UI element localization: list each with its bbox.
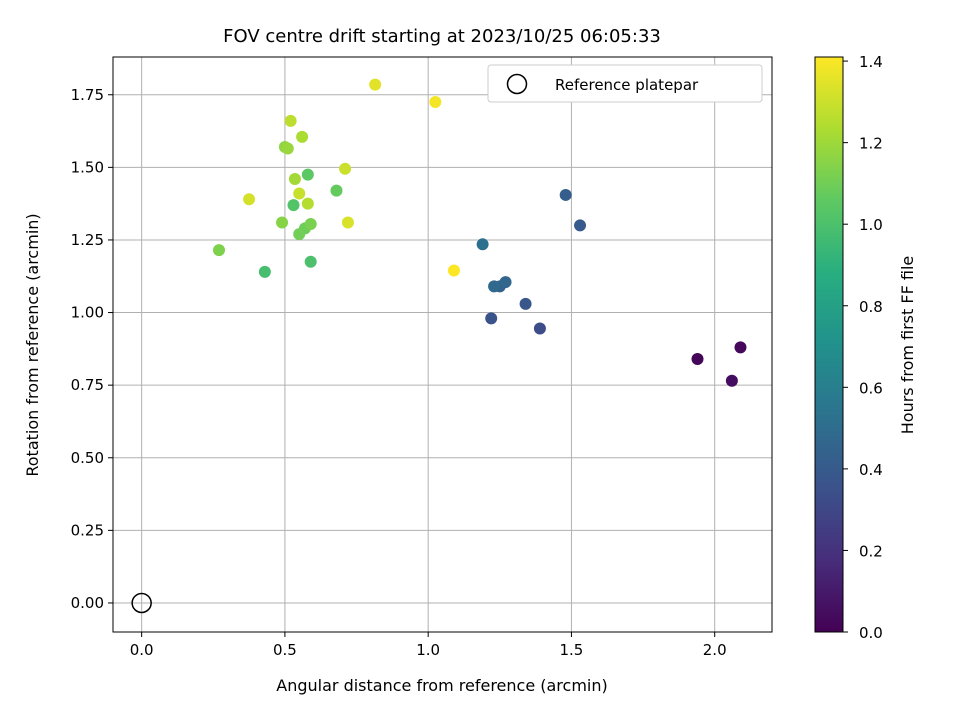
y-tick-label: 0.75 <box>71 376 104 394</box>
colorbar-tick-label: 0.2 <box>859 542 883 560</box>
x-tick-label: 1.5 <box>560 641 584 659</box>
data-point <box>293 228 306 241</box>
reference-point-marker <box>131 592 152 614</box>
x-tick-label: 0.5 <box>273 641 297 659</box>
colorbar-tick-label: 1.4 <box>859 53 883 71</box>
data-point <box>339 162 352 175</box>
colorbar-ticks: 0.0 0.2 0.4 0.6 0.8 1.0 1.2 1.4 <box>843 53 883 642</box>
colorbar-tick-label: 0.4 <box>859 461 883 479</box>
colorbar-tick-label: 0.6 <box>859 379 883 397</box>
plot-frame <box>112 56 773 633</box>
y-axis-ticks: 0.00 0.25 0.50 0.75 1.00 1.25 1.50 1.75 <box>71 86 113 612</box>
legend-marker-reference <box>506 73 528 95</box>
legend: Reference platepar <box>487 64 763 103</box>
data-point <box>447 264 460 277</box>
chart-title: FOV centre drift starting at 2023/10/25 … <box>223 26 661 47</box>
colorbar-label: Hours from first FF file <box>898 256 917 435</box>
data-point <box>559 188 572 201</box>
colorbar-tick-label: 1.0 <box>859 216 883 234</box>
y-tick-label: 0.50 <box>71 449 104 467</box>
data-point <box>476 238 489 251</box>
data-point <box>287 199 300 212</box>
data-point <box>519 297 532 310</box>
data-point <box>369 78 382 91</box>
data-point <box>725 374 738 387</box>
data-point <box>301 168 314 181</box>
x-tick-label: 2.0 <box>703 641 727 659</box>
data-point <box>276 216 289 229</box>
data-point <box>488 280 501 293</box>
y-tick-label: 1.75 <box>71 86 104 104</box>
data-point <box>293 187 306 200</box>
y-tick-label: 0.25 <box>71 521 104 539</box>
grid-lines <box>113 57 772 632</box>
data-point <box>341 216 354 229</box>
data-point <box>499 276 512 289</box>
data-point <box>213 244 226 257</box>
y-tick-label: 1.00 <box>71 304 104 322</box>
data-point <box>691 353 704 366</box>
legend-label-reference: Reference platepar <box>555 76 699 94</box>
data-point <box>734 341 747 354</box>
x-tick-label: 1.0 <box>416 641 440 659</box>
data-point <box>243 193 256 206</box>
reference-marker <box>131 592 152 614</box>
data-point <box>330 184 343 197</box>
data-point <box>304 255 317 268</box>
colorbar-tick-label: 1.2 <box>859 135 883 153</box>
data-point <box>574 219 587 232</box>
y-axis-label: Rotation from reference (arcmin) <box>23 213 42 476</box>
x-axis-ticks: 0.0 0.5 1.0 1.5 2.0 <box>130 632 727 659</box>
data-points <box>213 78 747 387</box>
data-point <box>533 322 546 335</box>
data-point <box>429 96 442 109</box>
data-point <box>281 142 294 155</box>
x-axis-label: Angular distance from reference (arcmin) <box>276 676 607 695</box>
colorbar-tick-label: 0.0 <box>859 624 883 642</box>
y-tick-label: 0.00 <box>71 594 104 612</box>
colorbar-tick-label: 0.8 <box>859 298 883 316</box>
y-tick-label: 1.25 <box>71 231 104 249</box>
colorbar: 0.0 0.2 0.4 0.6 0.8 1.0 1.2 1.4 Hours from firs… <box>814 53 917 642</box>
data-point <box>284 114 297 127</box>
legend-box <box>487 64 763 103</box>
data-point <box>258 265 271 278</box>
data-point <box>485 312 498 325</box>
data-point <box>288 172 301 185</box>
data-point <box>304 217 317 230</box>
data-point <box>296 130 309 143</box>
x-tick-label: 0.0 <box>130 641 154 659</box>
data-point <box>301 197 314 210</box>
y-tick-label: 1.50 <box>71 158 104 176</box>
colorbar-gradient <box>814 56 844 633</box>
